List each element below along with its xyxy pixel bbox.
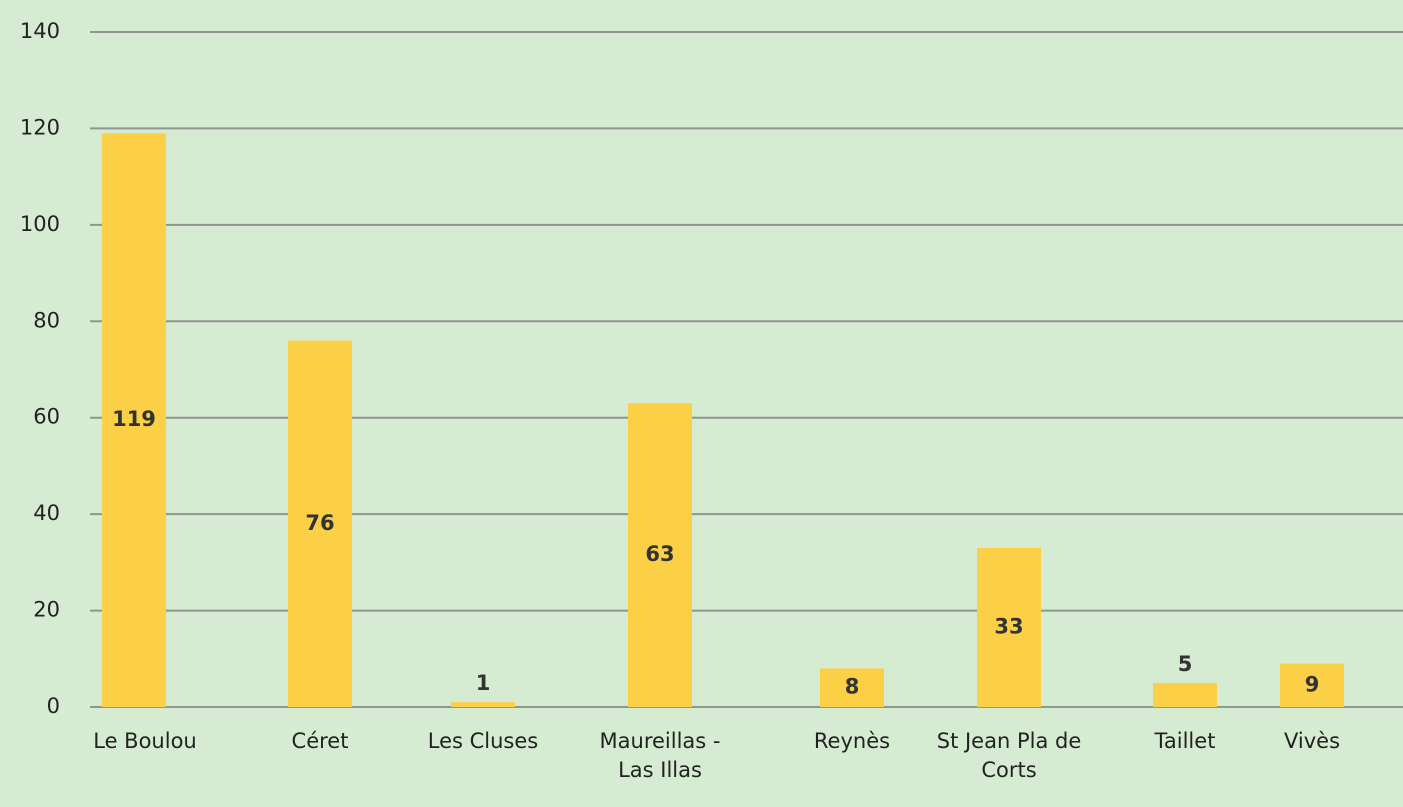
y-tick-label: 20 bbox=[33, 598, 60, 622]
y-tick-label: 40 bbox=[33, 501, 60, 525]
bar bbox=[628, 403, 692, 707]
x-tick-label: Céret bbox=[291, 729, 349, 753]
x-tick-label: St Jean Pla de Corts bbox=[936, 729, 1082, 782]
value-label: 1 bbox=[476, 671, 491, 695]
value-label: 33 bbox=[994, 614, 1023, 638]
x-tick-label: Le Boulou bbox=[93, 729, 197, 753]
value-label: 9 bbox=[1305, 672, 1320, 696]
bar bbox=[288, 340, 352, 707]
value-label: 119 bbox=[112, 407, 156, 431]
x-tick-label: Maureillas - Las Illas bbox=[599, 729, 721, 782]
x-tick-label: Vivès bbox=[1283, 729, 1341, 753]
x-tick-label: Les Cluses bbox=[427, 729, 539, 753]
value-label: 5 bbox=[1178, 652, 1193, 676]
value-label: 63 bbox=[645, 542, 674, 566]
y-tick-label: 100 bbox=[20, 212, 60, 236]
y-tick-label: 120 bbox=[20, 115, 60, 139]
x-tick-label: Taillet bbox=[1154, 729, 1216, 753]
value-label: 76 bbox=[305, 511, 334, 535]
bar bbox=[451, 702, 515, 707]
bar bbox=[977, 547, 1041, 707]
value-label: 8 bbox=[845, 675, 860, 699]
y-tick-label: 60 bbox=[33, 405, 60, 429]
x-tick-label: Reynès bbox=[813, 729, 891, 753]
y-tick-label: 140 bbox=[20, 19, 60, 43]
bar bbox=[102, 133, 166, 707]
bar bbox=[820, 668, 884, 707]
bar bbox=[1153, 682, 1217, 707]
bar bbox=[1280, 663, 1344, 707]
y-tick-label: 0 bbox=[47, 694, 60, 718]
y-tick-label: 80 bbox=[33, 308, 60, 332]
